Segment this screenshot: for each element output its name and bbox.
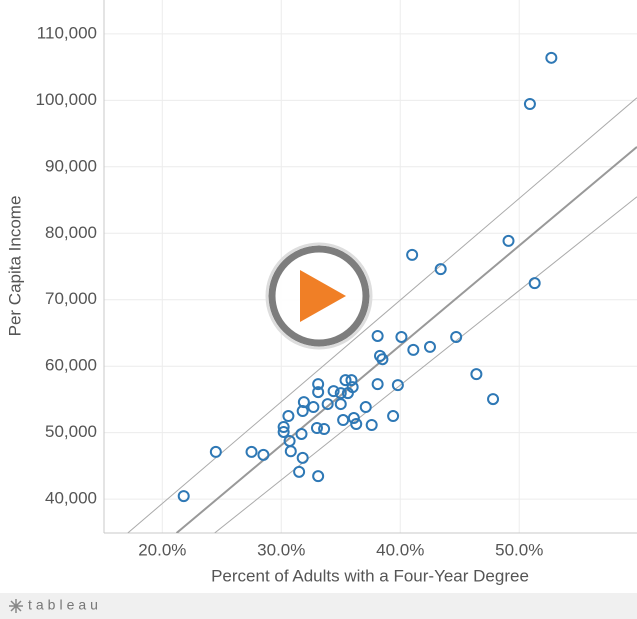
point: [350, 418, 363, 431]
point: [327, 385, 340, 398]
point: [245, 445, 258, 458]
point: [387, 410, 400, 423]
y-tick-label: 80,000: [45, 223, 97, 242]
point: [257, 448, 270, 461]
y-tick-label: 70,000: [45, 289, 97, 308]
point: [334, 398, 347, 411]
x-tick-label: 50.0%: [495, 540, 543, 559]
point: [545, 51, 558, 64]
trend-line: [175, 146, 637, 533]
point: [347, 412, 360, 425]
point: [296, 451, 309, 464]
point: [502, 234, 515, 247]
point: [450, 330, 463, 343]
point: [423, 340, 436, 353]
point: [434, 263, 447, 276]
point: [277, 425, 290, 438]
point: [345, 374, 358, 387]
point: [391, 379, 404, 392]
point: [376, 353, 389, 366]
y-tick-label: 60,000: [45, 356, 97, 375]
x-tick-label: 30.0%: [257, 540, 305, 559]
point: [487, 393, 500, 406]
point: [312, 386, 325, 399]
point: [341, 387, 354, 400]
y-axis-title: Per Capita Income: [5, 196, 24, 337]
tableau-mark: [9, 599, 23, 613]
point: [339, 374, 352, 387]
point: [407, 343, 420, 356]
y-tick-label: 110,000: [37, 23, 97, 42]
point: [297, 396, 310, 409]
play-triangle: [300, 270, 346, 322]
point: [321, 398, 334, 411]
point: [470, 368, 483, 381]
point: [523, 98, 536, 111]
point: [359, 401, 372, 414]
point: [284, 445, 297, 458]
y-tick-label: 50,000: [45, 422, 97, 441]
y-tick-label: 100,000: [36, 90, 97, 109]
y-tick-label: 90,000: [45, 156, 97, 175]
play-outer: [265, 242, 373, 350]
x-axis-title: Percent of Adults with a Four-Year Degre…: [211, 566, 529, 585]
point: [365, 419, 378, 432]
point: [318, 422, 331, 435]
point: [337, 414, 350, 427]
point: [312, 378, 325, 391]
upper-band: [127, 97, 637, 533]
point: [371, 378, 384, 391]
point: [295, 427, 308, 440]
point: [293, 465, 306, 478]
brand: tableau: [28, 597, 102, 613]
point: [282, 410, 295, 423]
x-tick-label: 40.0%: [376, 540, 424, 559]
point: [371, 329, 384, 342]
lower-band: [214, 196, 637, 533]
point: [395, 330, 408, 343]
point: [406, 248, 419, 261]
point: [312, 470, 325, 483]
point: [528, 277, 541, 290]
point: [177, 490, 190, 503]
plot: [127, 51, 637, 533]
y-tick-label: 40,000: [45, 489, 97, 508]
point: [310, 421, 323, 434]
point: [307, 401, 320, 414]
x-tick-label: 20.0%: [138, 540, 186, 559]
point: [209, 445, 222, 458]
footer-bar: [0, 593, 637, 619]
point: [277, 420, 290, 433]
